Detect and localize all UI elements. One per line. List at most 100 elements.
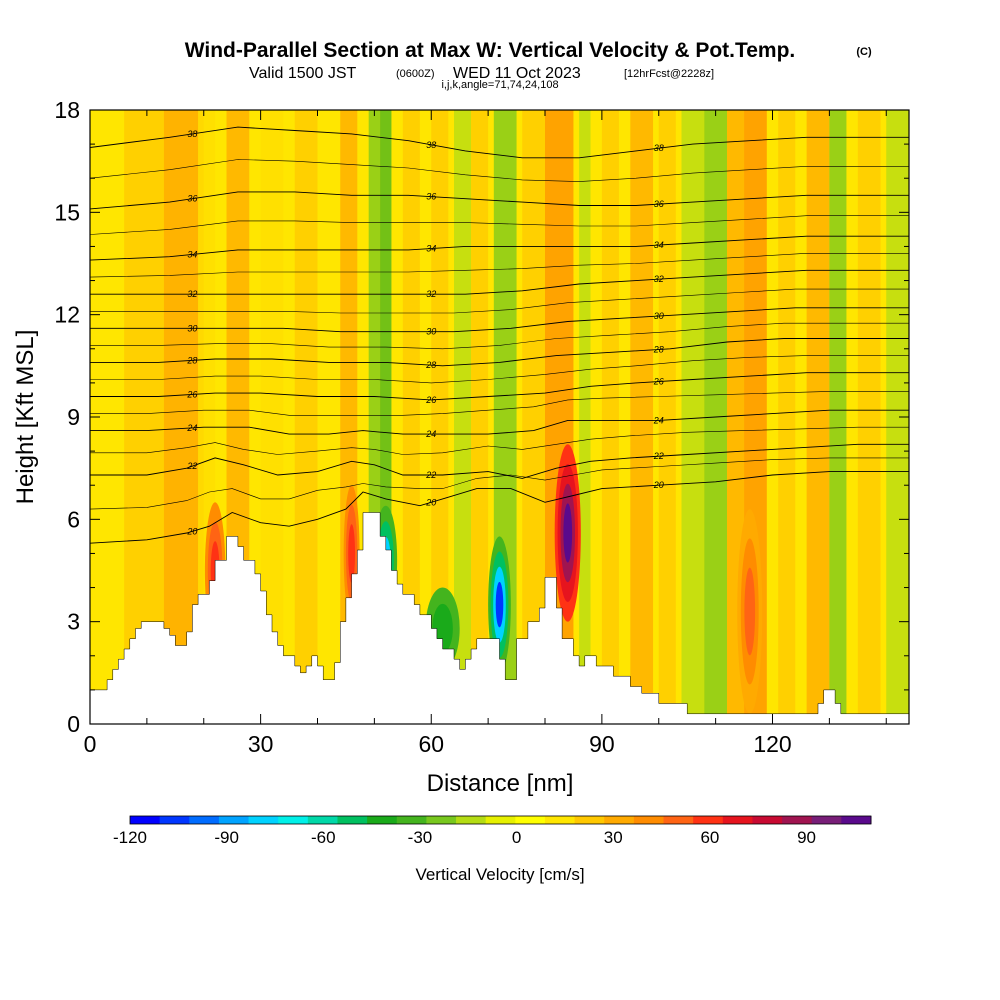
theta-contour-minor (90, 391, 909, 416)
colorbar-swatch (159, 816, 190, 824)
theta-contour-label: 26 (653, 377, 664, 387)
theta-contour-label: 32 (654, 274, 664, 284)
velocity-band (260, 110, 284, 724)
x-tick-label: 90 (589, 731, 615, 757)
theta-contour-label: 32 (187, 289, 197, 299)
colorbar-tick-label: 90 (797, 828, 816, 847)
colorbar-swatch (515, 816, 546, 824)
theta-contour-label: 26 (425, 395, 436, 405)
y-axis-label: Height [Kft MSL] (12, 330, 39, 505)
velocity-band (368, 110, 381, 724)
theta-contour-minor (90, 288, 909, 314)
theta-contours (90, 126, 909, 544)
theta-contour-minor (90, 215, 909, 235)
colorbar-tick-label: 60 (700, 828, 719, 847)
colorbar-swatch (811, 816, 842, 824)
x-tick-label: 30 (248, 731, 274, 757)
velocity-core (495, 581, 504, 628)
copyright-mark: (C) (856, 46, 872, 58)
colorbar-swatch (456, 816, 487, 824)
theta-contour-minor (90, 159, 909, 182)
colorbar-swatch (367, 816, 398, 824)
colorbar-swatch (307, 816, 338, 824)
velocity-band (886, 110, 909, 724)
theta-contour-label: 22 (186, 461, 197, 471)
colorbar-swatch (752, 816, 783, 824)
colorbar-tick-label: -30 (408, 828, 433, 847)
colorbar-swatch (841, 816, 872, 824)
theta-contour-label: 26 (186, 389, 197, 399)
theta-contour-label: 28 (186, 355, 197, 365)
theta-contour-label: 34 (187, 249, 197, 259)
theta-contour-label: 24 (186, 423, 197, 433)
theta-contour-30 (90, 307, 909, 333)
y-tick-label: 18 (54, 97, 80, 123)
colorbar-swatch (574, 816, 605, 824)
velocity-band (579, 110, 591, 724)
theta-contour-32 (90, 269, 909, 295)
theta-contour-label: 22 (425, 470, 436, 480)
chart-title: Wind-Parallel Section at Max W: Vertical… (185, 39, 796, 62)
theta-contour-minor (90, 426, 909, 455)
plot-area (90, 110, 909, 724)
terrain-mask (90, 512, 909, 724)
forecast-info: [12hrFcst@2228z] (624, 68, 714, 80)
theta-contour-34 (90, 235, 909, 261)
velocity-band (681, 110, 705, 724)
chart-subtitle: Valid 1500 JST (0600Z) WED 11 Oct 2023 [… (249, 65, 714, 82)
grid-params: i,j,k,angle=71,74,24,108 (441, 79, 558, 91)
colorbar-swatch (663, 816, 694, 824)
y-tick-label: 6 (67, 506, 80, 532)
y-tick-label: 0 (67, 711, 80, 737)
theta-contour-label: 28 (653, 344, 664, 354)
colorbar-swatch (485, 816, 516, 824)
colorbar-swatch (426, 816, 457, 824)
velocity-band (454, 110, 472, 724)
theta-contour-label: 36 (654, 199, 664, 209)
velocity-band (857, 110, 881, 724)
theta-contour-label: 38 (187, 129, 197, 139)
colorbar-swatch (218, 816, 250, 824)
colorbar-swatch (722, 816, 753, 824)
theta-contour-24 (90, 409, 909, 435)
velocity-band (601, 110, 619, 724)
velocity-core (563, 503, 573, 563)
theta-contour-28 (90, 338, 909, 367)
theta-contour-22 (90, 443, 909, 479)
theta-contour-minor (90, 355, 909, 384)
colorbar-swatch (693, 816, 724, 824)
colorbar-swatch (337, 816, 368, 824)
x-tick-label: 120 (753, 731, 791, 757)
theta-contour-minor (90, 322, 909, 350)
velocity-band (778, 110, 796, 724)
theta-contour-38 (90, 126, 909, 159)
theta-contour-label: 38 (654, 143, 664, 153)
x-axis: 0 30 60 90 120 (84, 110, 887, 757)
colorbar-tick-label: 30 (604, 828, 623, 847)
velocity-band (658, 110, 676, 724)
valid-time-local: Valid 1500 JST (249, 65, 357, 82)
x-tick-label: 0 (84, 731, 97, 757)
colorbar-tick-label: -60 (311, 828, 336, 847)
theta-contour-36 (90, 191, 909, 210)
velocity-band (829, 110, 847, 724)
theta-contour-label: 36 (187, 194, 197, 204)
theta-contour-label: 28 (425, 360, 436, 370)
colorbar-swatch (248, 816, 279, 824)
y-tick-label: 15 (54, 199, 80, 225)
theta-contour-label: 32 (426, 289, 436, 299)
colorbar-swatch (544, 816, 576, 824)
theta-contour-26 (90, 372, 909, 401)
theta-contour-label: 30 (187, 323, 197, 333)
theta-contour-label: 24 (653, 415, 664, 425)
colorbar-swatch (633, 816, 665, 824)
theta-contour-label: 34 (426, 243, 436, 253)
velocity-band (402, 110, 420, 724)
theta-contour-minor (90, 457, 909, 510)
colorbar-tick-label: 0 (512, 828, 521, 847)
y-tick-label: 12 (54, 302, 80, 328)
velocity-band (806, 110, 830, 724)
theta-contour-label: 20 (653, 480, 664, 490)
